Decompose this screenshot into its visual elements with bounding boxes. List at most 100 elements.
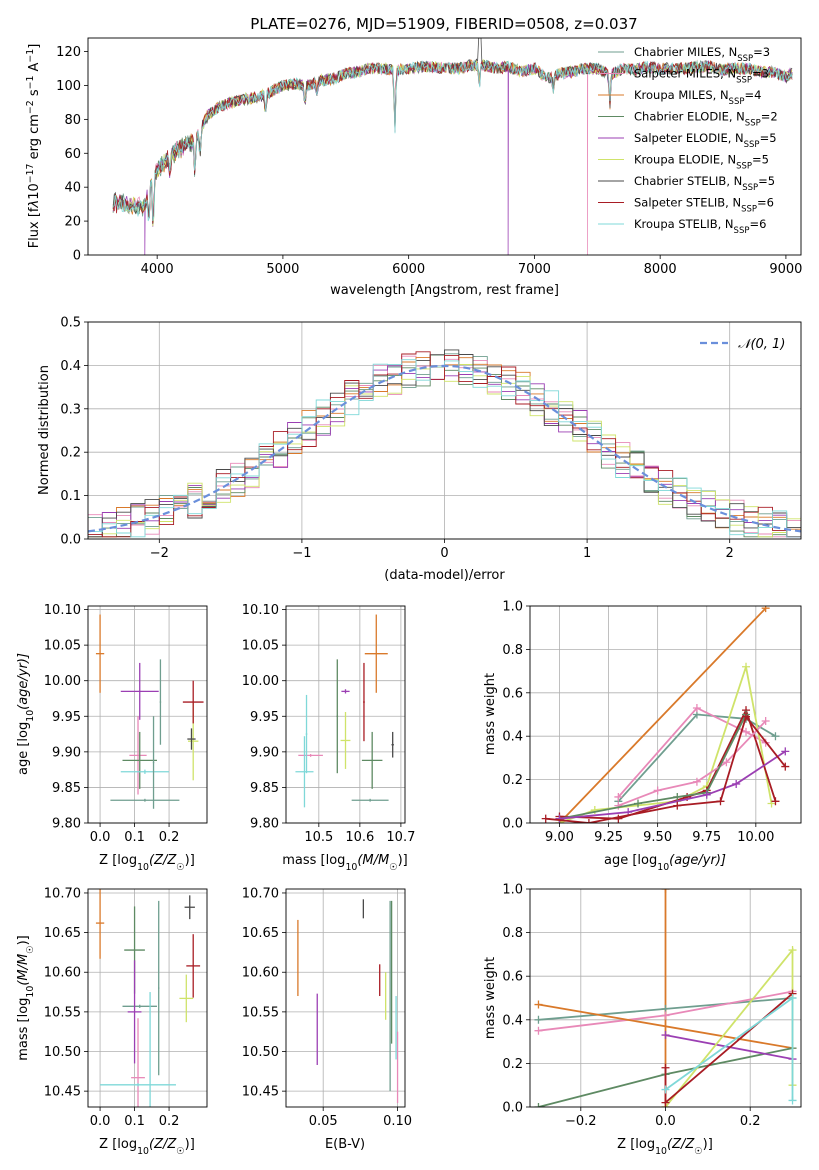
mass-vs-z-xlabel-part: 10 — [137, 1146, 149, 1157]
legend-n: =3 — [752, 67, 769, 81]
legend-n: =3 — [753, 45, 770, 59]
x-tick-label: 8000 — [644, 262, 677, 277]
y-tick-label: 10.70 — [242, 886, 279, 901]
spectrum-ylabel-part: −1 — [25, 76, 36, 90]
spectrum-lines — [112, 38, 793, 255]
legend-n: =6 — [757, 196, 774, 210]
mass-vs-z-ylabel-part: mass [log — [16, 998, 31, 1061]
weight-point-marker — [771, 797, 780, 806]
x-tick-label: 1 — [583, 546, 591, 561]
age-vs-z-ylabel-part: age [log — [16, 722, 31, 775]
legend-sub: SSP — [734, 226, 750, 236]
weight-series-line — [664, 947, 794, 1107]
weight-series-line — [559, 750, 786, 820]
x-tick-label: −0.2 — [565, 1114, 597, 1129]
y-tick-label: 20 — [64, 215, 81, 230]
weight-point-marker — [661, 1011, 670, 1020]
weight-point-marker — [788, 946, 797, 955]
x-tick-label: 6000 — [392, 262, 425, 277]
spectrum-ylabel-part: −2 — [25, 100, 36, 114]
x-tick-label: 0.0 — [655, 1114, 676, 1129]
weight-point-marker — [661, 1098, 670, 1107]
weight-series-line — [617, 713, 776, 802]
y-tick-label: 0.3 — [60, 402, 81, 417]
weight-vs-z-xlabel-text: Z [log10(Z/Z☉)] — [617, 1137, 713, 1157]
weight-vs-z-xlabel-part: (Z/Z — [667, 1137, 695, 1152]
histogram-xlabel: (data-model)/error — [384, 568, 505, 583]
weight-vs-z-xlabel-part: 10 — [655, 1146, 667, 1157]
weight-vs-age-ylabel: mass weight — [483, 673, 498, 755]
weight-point-marker — [661, 1085, 670, 1094]
weight-point-marker — [653, 786, 662, 795]
legend-entry: Salpeter MILES, NSSP=3 — [634, 67, 769, 86]
histogram-lines — [88, 349, 801, 538]
weight-point-marker — [614, 801, 623, 810]
histogram-series-line — [88, 349, 801, 538]
legend-sub: SSP — [737, 54, 753, 64]
spectrum-ylabel-part: 10 — [27, 183, 42, 200]
y-tick-label: 10.65 — [44, 926, 81, 941]
mass-vs-z-xlabel-part: ☉ — [176, 1146, 184, 1157]
weight-point-marker — [541, 814, 550, 823]
x-tick-label: −1 — [292, 546, 311, 561]
mass-vs-z-xlabel-part: )] — [185, 1137, 195, 1152]
y-tick-label: 0.0 — [502, 1101, 523, 1116]
mass-vs-z-ylabel-part: ☉ — [25, 945, 36, 953]
spectrum-ylabel-part: Flux [f — [27, 207, 42, 248]
legend-label: Salpeter MILES, N — [634, 67, 736, 81]
weight-point-marker — [781, 762, 790, 771]
y-tick-label: 10.00 — [44, 674, 81, 689]
age-vs-z-axes: 0.0 0.1 0.2 9.80 9.85 9.90 9.95 10.00 10.05 10.10 — [44, 603, 208, 845]
weight-vs-age-xlabel: age [log10(age/yr)] — [604, 853, 726, 873]
y-tick-label: 10.50 — [242, 1045, 279, 1060]
legend-sub: SSP — [742, 183, 758, 193]
age-vs-z-xlabel-part: (Z/Z — [149, 853, 177, 868]
y-tick-label: 10.45 — [242, 1085, 279, 1100]
histogram-ylabel: Normed distribution — [37, 365, 52, 495]
axes-frame — [529, 605, 802, 824]
y-tick-label: 120 — [56, 45, 81, 60]
weight-point-marker — [584, 819, 593, 823]
age-vs-mass-xlabel-part: 10 — [345, 862, 357, 873]
y-tick-label: 0 — [73, 249, 81, 264]
y-tick-label: 0.6 — [502, 970, 523, 985]
weight-vs-age-axes-lines — [541, 606, 790, 823]
y-tick-label: 0.2 — [60, 446, 81, 461]
weight-series-line — [617, 706, 767, 798]
x-tick-label: −2 — [150, 546, 169, 561]
weight-point-marker — [634, 799, 643, 808]
weight-vs-age-xlabel-text: age [log10(age/yr)] — [604, 853, 726, 873]
age-vs-z-xlabel: Z [log10(Z/Z☉)] — [99, 853, 195, 873]
figure-title: PLATE=0276, MJD=51909, FIBERID=0508, z=0… — [250, 15, 637, 33]
weight-point-marker — [673, 792, 682, 801]
y-tick-label: 9.85 — [52, 781, 81, 796]
y-tick-label: 10.55 — [44, 1005, 81, 1020]
spectrum-axes: 4000 5000 6000 7000 8000 9000 0 20 40 60 80 100 120 — [56, 37, 802, 277]
x-tick-label: 0.0 — [90, 830, 111, 845]
age-vs-mass-axes-points — [295, 614, 394, 808]
y-tick-label: 60 — [64, 147, 81, 162]
legend-entry: Chabrier MILES, NSSP=3 — [634, 45, 770, 64]
spectrum-series-line — [112, 59, 793, 222]
weight-point-marker — [534, 1026, 543, 1035]
spectrum-ylabel-part: s — [27, 89, 42, 100]
weight-vs-z-axes-lines — [534, 889, 797, 1107]
legend-entry: Kroupa ELODIE, NSSP=5 — [634, 153, 769, 172]
x-tick-label: 9.75 — [692, 830, 721, 845]
y-tick-label: 10.05 — [242, 639, 279, 654]
y-tick-label: 100 — [56, 79, 81, 94]
y-tick-label: 10.60 — [44, 966, 81, 981]
weight-point-marker — [661, 889, 670, 893]
axes-frame — [87, 37, 802, 256]
mass-vs-z-ylabel-text: mass [log10(M/M☉)] — [16, 935, 36, 1061]
x-tick-label: 9.50 — [643, 830, 672, 845]
weight-series-line — [538, 1003, 793, 1049]
x-tick-label: 4000 — [141, 262, 174, 277]
y-tick-label: 10.45 — [44, 1085, 81, 1100]
age-vs-z-axes-points — [95, 614, 204, 809]
x-tick-label: 0.1 — [124, 830, 145, 845]
weight-point-marker — [761, 606, 770, 613]
legend-entry: Kroupa MILES, NSSP=4 — [634, 88, 761, 107]
age-vs-z-xlabel-text: Z [log10(Z/Z☉)] — [99, 853, 195, 873]
